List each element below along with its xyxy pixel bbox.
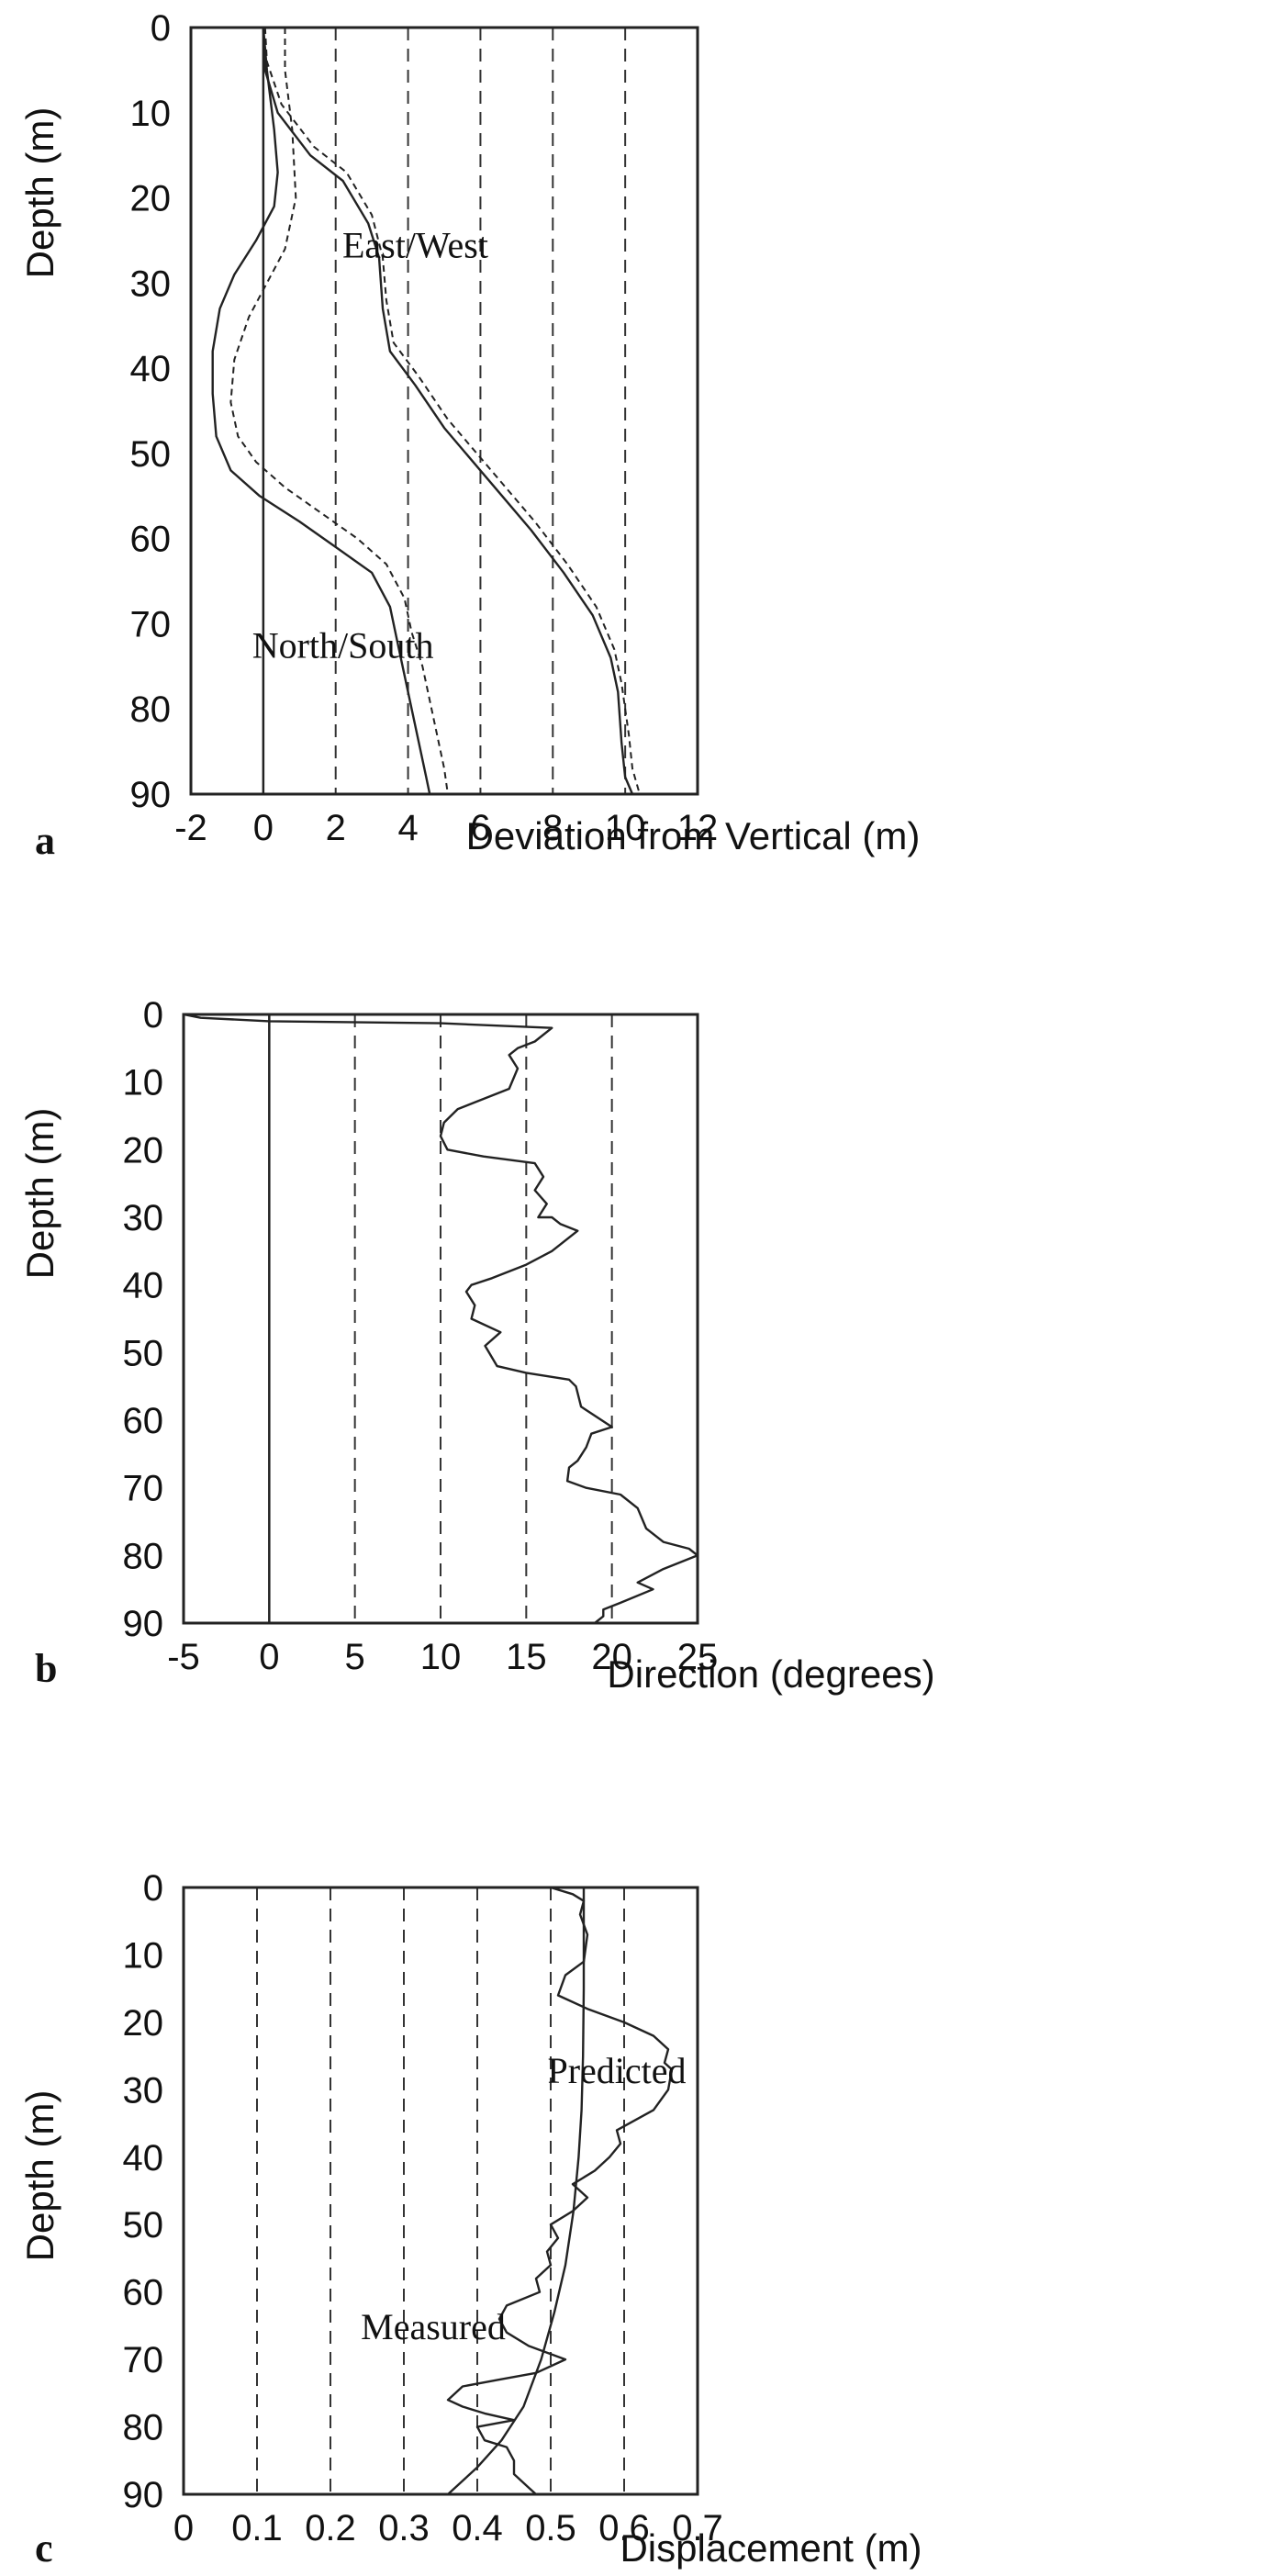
panel-c-x-tick-label-2: 0.2 (305, 2508, 356, 2548)
panel-a-y-tick-label-9: 90 (130, 775, 172, 815)
panel-c-y-tick-label-6: 60 (123, 2273, 164, 2313)
panel-a-x-tick-label-1: 0 (253, 808, 274, 848)
panel-c-series-line-0 (447, 1887, 586, 2495)
panel-a-x-tick-label-5: 8 (542, 808, 563, 848)
panel-b-x-tick-label-2: 5 (345, 1637, 365, 1677)
panel-c-x-tick-label-3: 0.3 (378, 2508, 430, 2548)
panel-b-y-tick-label-5: 50 (123, 1333, 164, 1373)
panel-b-y-tick-label-9: 90 (123, 1604, 164, 1644)
panel-a-annotation-north-south: North/South (252, 625, 434, 666)
panel-a-x-tick-label-4: 6 (470, 808, 490, 848)
panel-c-y-tick-label-9: 90 (123, 2475, 164, 2515)
panel-b-x-tick-label-0: -5 (167, 1637, 200, 1677)
panel-b: -5 0 5 10 15 20 25 0 10 20 30 40 50 60 70 80 90 Directio… (18, 995, 935, 1696)
panel-a-y-tick-label-4: 40 (130, 349, 172, 389)
panel-c-x-axis-title: Displacement (m) (620, 2526, 922, 2570)
panel-c-x-tick-label-7: 0.7 (672, 2508, 723, 2548)
panel-a-annotation-east-west: East/West (342, 225, 488, 266)
panel-c-y-tick-label-2: 20 (123, 2003, 164, 2044)
panel-c-y-tick-label-3: 30 (123, 2070, 164, 2111)
panel-a-x-tick-label-3: 4 (397, 808, 418, 848)
panel-b-y-tick-label-8: 80 (123, 1536, 164, 1576)
panel-c-series-line-1 (446, 1886, 674, 2495)
panel-b-y-tick-label-2: 20 (123, 1130, 164, 1170)
panel-b-x-tick-label-5: 20 (591, 1637, 632, 1677)
panel-a-y-tick-label-1: 10 (130, 94, 172, 134)
panel-b-y-tick-label-3: 30 (123, 1198, 164, 1238)
panel-c-x-tick-label-6: 0.6 (598, 2508, 650, 2548)
panel-a-series-line-2 (211, 27, 431, 795)
panel-c-x-tick-label-4: 0.4 (452, 2508, 503, 2548)
panel-c-plot-frame (182, 1886, 699, 2496)
panel-b-y-tick-label-4: 40 (123, 1266, 164, 1306)
panel-c-y-tick-label-5: 50 (123, 2205, 164, 2246)
panel-c-letter: c (35, 2526, 53, 2570)
panel-a: -2 0 2 4 6 8 10 12 0 10 20 30 40 50 60 70 80 90 Deviation… (18, 8, 920, 863)
panel-a-letter: a (35, 818, 55, 863)
panel-a-x-axis-title: Deviation from Vertical (m) (466, 814, 921, 857)
panel-a-y-tick-label-7: 70 (130, 604, 172, 644)
panel-c-y-tick-label-1: 10 (123, 1935, 164, 1976)
panel-c-x-tick-label-0: 0 (173, 2508, 194, 2548)
panel-b-x-tick-label-1: 0 (259, 1637, 279, 1677)
panel-a-series-line-0 (262, 27, 634, 795)
panel-a-x-tick-label-6: 10 (605, 808, 646, 848)
panel-c-y-tick-label-4: 40 (123, 2138, 164, 2178)
panel-c-y-tick-label-7: 70 (123, 2340, 164, 2380)
panel-a-y-tick-label-5: 50 (130, 434, 172, 475)
panel-b-series-line-0 (183, 1013, 699, 1624)
panel-b-y-tick-label-6: 60 (123, 1401, 164, 1441)
panel-a-x-tick-label-2: 2 (326, 808, 346, 848)
panel-c-annotation-measured: Measured (361, 2306, 506, 2347)
panel-a-series-line-1 (263, 27, 641, 795)
panel-c-y-tick-label-8: 80 (123, 2408, 164, 2448)
panel-b-x-tick-label-4: 15 (506, 1637, 547, 1677)
panel-a-x-tick-label-0: -2 (174, 808, 207, 848)
panel-a-x-tick-label-7: 12 (677, 808, 719, 848)
panel-c-x-tick-label-1: 0.1 (231, 2508, 283, 2548)
panel-a-y-tick-label-2: 20 (130, 179, 172, 219)
panel-b-y-axis-title: Depth (m) (18, 1108, 61, 1280)
panel-a-y-tick-label-3: 30 (130, 263, 172, 304)
panel-c-x-tick-label-5: 0.5 (525, 2508, 576, 2548)
panel-b-x-axis-title: Direction (degrees) (607, 1652, 934, 1696)
panel-a-y-axis-title: Depth (m) (18, 107, 61, 279)
panel-c-y-tick-label-0: 0 (143, 1868, 163, 1909)
panel-a-plot-frame (189, 26, 699, 796)
panel-a-y-tick-label-6: 60 (130, 520, 172, 560)
panel-b-y-tick-label-0: 0 (143, 995, 163, 1036)
panel-c-annotation-predicted: Predicted (547, 2050, 686, 2091)
panel-c-y-axis-title: Depth (m) (18, 2090, 61, 2262)
panel-b-x-tick-label-3: 10 (420, 1637, 462, 1677)
panel-b-plot-frame (182, 1013, 699, 1625)
panel-c: 0 0.1 0.2 0.3 0.4 0.5 0.6 0.7 0 10 20 30 40 50 60 70 80 9… (18, 1868, 922, 2570)
panel-b-x-tick-label-6: 25 (677, 1637, 719, 1677)
panel-b-letter: b (35, 1646, 57, 1691)
panel-b-y-tick-label-1: 10 (123, 1063, 164, 1103)
panel-a-y-tick-label-8: 80 (130, 689, 172, 730)
panel-a-y-tick-label-0: 0 (151, 8, 171, 49)
panel-b-y-tick-label-7: 70 (123, 1469, 164, 1509)
